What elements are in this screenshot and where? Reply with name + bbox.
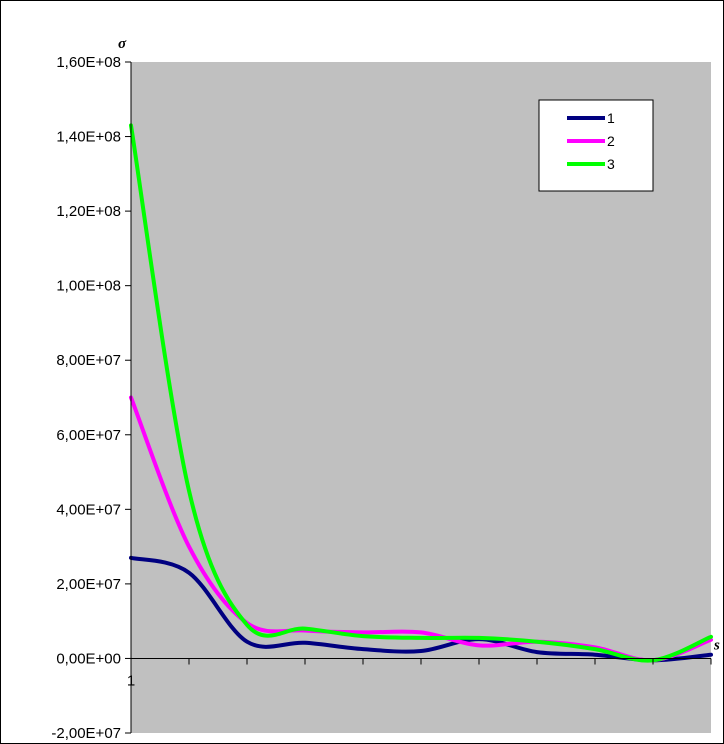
- y-tick-label: 1,20E+08: [56, 203, 121, 220]
- y-tick-label: 0,00E+00: [56, 650, 121, 667]
- legend: 1 2 3: [538, 99, 654, 192]
- legend-label-2: 2: [607, 133, 615, 149]
- x-axis-title: s: [713, 637, 720, 653]
- y-tick-label: 2,00E+07: [56, 576, 121, 593]
- axis-layer: 1,60E+08 1,40E+08 1,20E+08 1,00E+08 8,00E+07…: [51, 54, 712, 742]
- y-tick-label: 6,00E+07: [56, 427, 121, 444]
- series-line-1: [129, 555, 713, 663]
- y-tick-label: -2,00E+07: [51, 725, 121, 742]
- y-tick-label: 1,60E+08: [56, 54, 121, 71]
- legend-label-3: 3: [607, 156, 615, 172]
- legend-box: [538, 99, 654, 192]
- series-line-3: [129, 123, 713, 663]
- y-tick-label: 1,40E+08: [56, 129, 121, 146]
- legend-label-1: 1: [607, 110, 615, 126]
- y-tick-label: 1,00E+08: [56, 278, 121, 295]
- series-layer: [129, 123, 713, 663]
- y-tick-label: 8,00E+07: [56, 352, 121, 369]
- y-tick-label: 4,00E+07: [56, 501, 121, 518]
- x-tick-label: 1: [127, 672, 135, 689]
- y-axis-title: σ: [118, 36, 127, 52]
